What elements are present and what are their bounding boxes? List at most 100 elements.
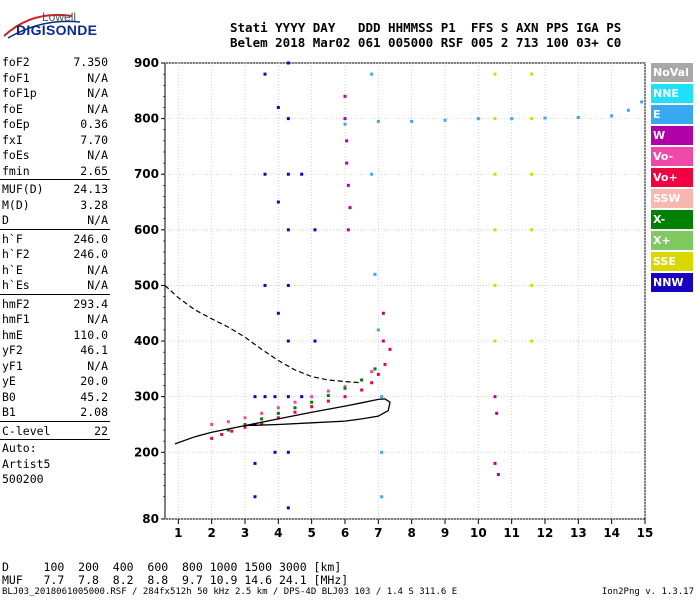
x-tick-label: 14 bbox=[603, 526, 620, 540]
x-tick-label: 9 bbox=[441, 526, 449, 540]
legend-item-noval: NoVal bbox=[651, 63, 693, 82]
param-row: B0 45.2 bbox=[0, 389, 110, 405]
param-text: Auto: bbox=[2, 441, 37, 455]
x-tick-label: 2 bbox=[207, 526, 215, 540]
echo-point bbox=[530, 117, 534, 121]
x-tick-label: 13 bbox=[570, 526, 587, 540]
echo-point bbox=[276, 311, 280, 315]
echo-point bbox=[263, 72, 267, 76]
param-name: fxI bbox=[2, 132, 23, 147]
param-row: fxI 7.70 bbox=[0, 132, 110, 148]
header-values: Belem 2018 Mar02 061 005000 RSF 005 2 71… bbox=[230, 35, 622, 50]
echo-point bbox=[495, 411, 499, 415]
param-value: 293.4 bbox=[73, 296, 108, 311]
echo-point bbox=[260, 411, 264, 415]
echo-point bbox=[253, 395, 257, 399]
echo-point bbox=[510, 117, 514, 121]
echo-point bbox=[530, 228, 534, 232]
param-separator bbox=[0, 420, 110, 422]
param-value: 0.36 bbox=[80, 117, 108, 131]
echo-point bbox=[286, 395, 290, 399]
x-tick-label: 1 bbox=[174, 526, 182, 540]
param-value: N/A bbox=[87, 358, 108, 373]
echo-point bbox=[370, 370, 374, 374]
brand-line1: Lowell bbox=[42, 10, 77, 24]
x-tick-label: 6 bbox=[341, 526, 349, 540]
echo-point bbox=[530, 339, 534, 343]
echo-point bbox=[243, 422, 247, 426]
echo-point bbox=[276, 406, 280, 410]
param-name: yF1 bbox=[2, 358, 23, 373]
param-row: foE N/A bbox=[0, 101, 110, 117]
profile-curve-dashed bbox=[164, 284, 362, 384]
x-tick-label: 8 bbox=[407, 526, 415, 540]
echo-point bbox=[373, 367, 377, 371]
echo-point bbox=[496, 473, 500, 477]
echo-point bbox=[410, 119, 414, 123]
param-row: h`F 246.0 bbox=[0, 231, 110, 247]
param-name: B0 bbox=[2, 389, 16, 404]
echo-point bbox=[310, 400, 314, 404]
echo-point bbox=[346, 183, 350, 187]
param-value: N/A bbox=[87, 101, 108, 116]
echo-point bbox=[388, 347, 392, 351]
echo-point bbox=[260, 421, 264, 425]
echo-point bbox=[286, 339, 290, 343]
param-value: N/A bbox=[87, 278, 108, 292]
param-name: M(D) bbox=[2, 197, 30, 212]
param-value: 45.2 bbox=[80, 389, 108, 404]
param-name: foF1p bbox=[2, 86, 37, 100]
echo-point bbox=[260, 417, 264, 421]
legend-item-sse: SSE bbox=[651, 252, 693, 271]
param-row: yE 20.0 bbox=[0, 373, 110, 389]
param-value: N/A bbox=[87, 213, 108, 227]
param-value: N/A bbox=[87, 312, 108, 326]
echo-point bbox=[543, 116, 547, 120]
echo-point bbox=[530, 283, 534, 287]
param-value: 7.70 bbox=[80, 132, 108, 147]
legend-item-nnw: NNW bbox=[651, 273, 693, 292]
logo-swoosh-icon bbox=[3, 13, 81, 39]
param-name: h`F2 bbox=[2, 247, 30, 261]
echo-point bbox=[220, 432, 224, 436]
param-value: 110.0 bbox=[73, 327, 108, 342]
param-name: foF1 bbox=[2, 70, 30, 85]
echo-point bbox=[293, 406, 297, 410]
echo-point bbox=[253, 495, 257, 499]
echo-point bbox=[345, 161, 349, 165]
echo-point bbox=[443, 118, 447, 122]
echo-point bbox=[263, 172, 267, 176]
param-separator bbox=[0, 293, 110, 295]
echo-point bbox=[381, 311, 385, 315]
param-name: hmE bbox=[2, 327, 23, 342]
echo-point bbox=[300, 172, 304, 176]
echo-point bbox=[226, 420, 230, 424]
echo-point bbox=[345, 139, 349, 143]
param-row: h`E N/A bbox=[0, 262, 110, 278]
param-name: hmF2 bbox=[2, 296, 30, 311]
echo-point bbox=[293, 400, 297, 404]
echo-point bbox=[293, 410, 297, 414]
echo-point bbox=[380, 495, 384, 499]
param-value: 2.65 bbox=[80, 163, 108, 178]
echo-point bbox=[326, 394, 330, 398]
y-tick-label: 400 bbox=[134, 334, 159, 348]
x-tick-label: 3 bbox=[241, 526, 249, 540]
param-value: N/A bbox=[87, 148, 108, 162]
param-value: 24.13 bbox=[73, 182, 108, 196]
y-tick-label: 700 bbox=[134, 167, 159, 181]
legend-item-x-: X+ bbox=[651, 231, 693, 250]
echo-point bbox=[376, 119, 380, 123]
echo-point bbox=[493, 283, 497, 287]
echo-point bbox=[313, 339, 317, 343]
echo-point bbox=[210, 422, 214, 426]
echo-point bbox=[576, 115, 580, 119]
echo-point bbox=[360, 378, 364, 382]
echo-point bbox=[343, 385, 347, 389]
param-row: yF2 46.1 bbox=[0, 342, 110, 358]
param-text: Artist5 bbox=[2, 456, 51, 471]
param-name: D bbox=[2, 213, 9, 227]
x-tick-label: 7 bbox=[374, 526, 382, 540]
echo-point bbox=[326, 389, 330, 393]
echo-point bbox=[493, 461, 497, 465]
